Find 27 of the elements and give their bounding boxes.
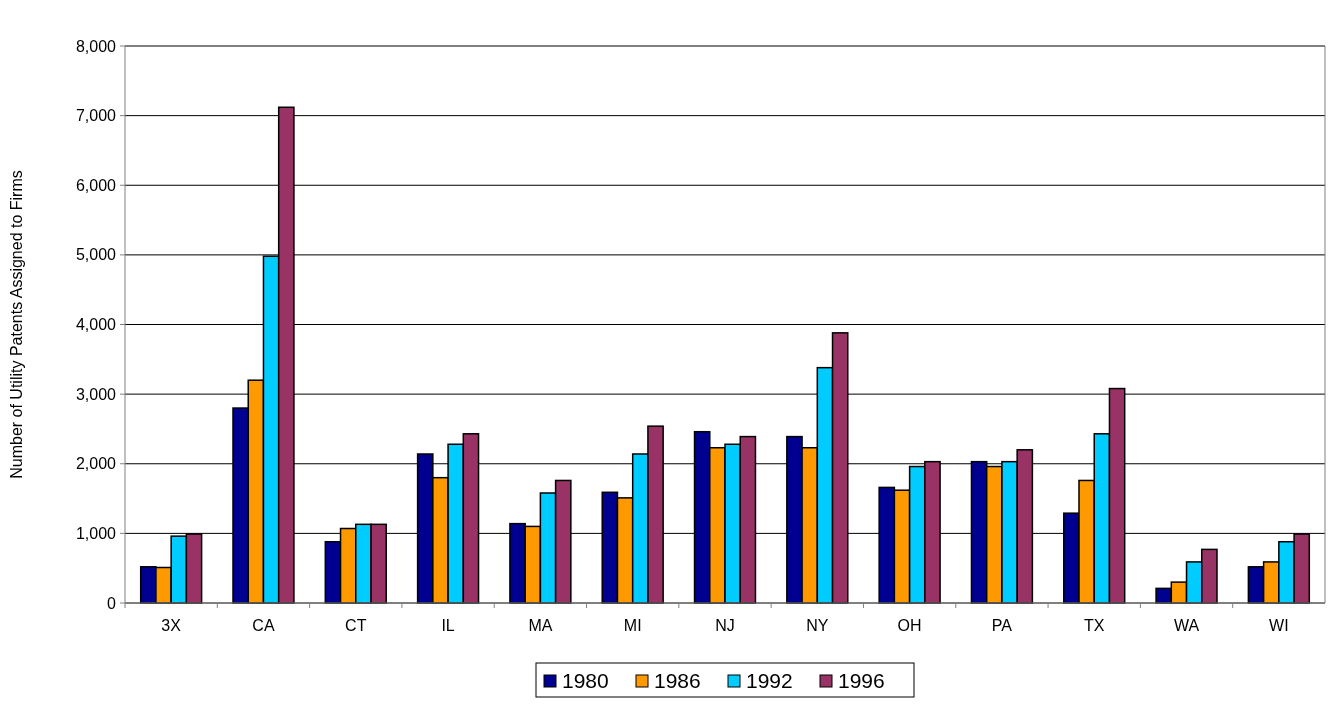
x-tick-label: CT [345, 617, 367, 634]
legend-label: 1986 [654, 669, 701, 693]
x-tick-label: MI [623, 617, 642, 634]
x-tick-label: CA [252, 617, 275, 634]
legend-label: 1980 [562, 669, 609, 693]
y-tick-label: 6,000 [75, 176, 117, 194]
x-tick-label: 3X [161, 617, 182, 634]
legend-label: 1992 [746, 669, 793, 693]
y-tick-label: 5,000 [75, 246, 117, 264]
y-tick-label: 8,000 [75, 37, 117, 55]
x-tick-label: IL [441, 617, 455, 634]
y-axis-title: Number of Utility Patents Assigned to Firms [8, 170, 25, 479]
x-tick-label: TX [1084, 617, 1105, 634]
y-tick-label: 4,000 [75, 316, 117, 334]
y-tick-label: 7,000 [75, 107, 117, 125]
x-tick-label: PA [991, 617, 1013, 634]
x-tick-label: OH [897, 617, 922, 634]
legend-label: 1996 [838, 669, 885, 693]
y-tick-label: 0 [107, 594, 117, 612]
x-tick-label: NJ [715, 617, 735, 634]
x-tick-label: MA [528, 617, 553, 634]
x-tick-label: WI [1269, 617, 1289, 634]
y-tick-label: 2,000 [75, 455, 117, 473]
y-tick-label: 3,000 [75, 385, 117, 403]
y-tick-label: 1,000 [75, 524, 117, 542]
x-tick-label: NY [806, 617, 829, 634]
x-tick-label: WA [1173, 617, 1200, 634]
